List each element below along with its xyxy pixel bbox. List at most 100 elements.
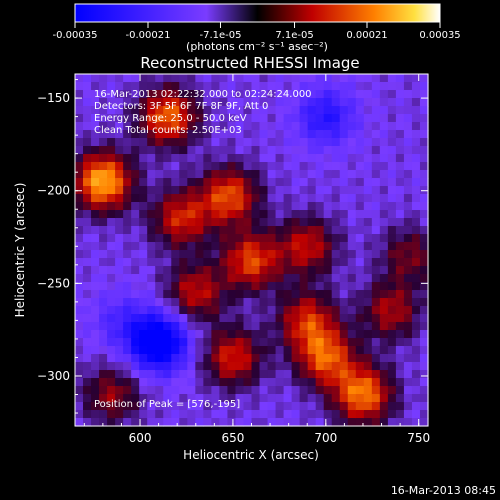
heatmap-cell — [283, 386, 293, 395]
heatmap-cell — [387, 322, 397, 331]
heatmap-cell — [99, 370, 108, 379]
heatmap-cell — [163, 98, 172, 107]
heatmap-cell — [355, 98, 365, 107]
heatmap-cell — [99, 162, 108, 171]
heatmap-cell — [115, 82, 124, 91]
heatmap-cell — [219, 242, 229, 251]
colorbar-tick-label: -7.1e-05 — [199, 30, 241, 41]
heatmap-cell — [99, 170, 108, 179]
heatmap-cell — [131, 298, 140, 307]
heatmap-cell — [123, 162, 132, 171]
heatmap-cell — [163, 402, 172, 411]
heatmap-cell — [387, 90, 397, 99]
heatmap-cell — [419, 322, 429, 331]
heatmap-cell — [99, 114, 108, 123]
heatmap-cell — [403, 298, 413, 307]
heatmap-cell — [339, 330, 349, 339]
heatmap-cell — [267, 170, 277, 179]
heatmap-cell — [251, 362, 261, 371]
heatmap-cell — [227, 138, 237, 147]
heatmap-cell — [211, 90, 221, 99]
heatmap-cell — [363, 178, 373, 187]
heatmap-cell — [331, 250, 341, 259]
heatmap-cell — [99, 186, 108, 195]
heatmap-cell — [107, 154, 116, 163]
heatmap-cell — [315, 170, 325, 179]
heatmap-cell — [411, 394, 421, 403]
heatmap-cell — [139, 130, 148, 139]
heatmap-cell — [315, 194, 325, 203]
heatmap-cell — [171, 114, 180, 123]
heatmap-cell — [347, 162, 357, 171]
heatmap-cell — [83, 170, 92, 179]
heatmap-cell — [131, 218, 140, 227]
heatmap-cell — [395, 250, 405, 259]
heatmap-cell — [275, 74, 285, 83]
heatmap-cell — [283, 402, 293, 411]
heatmap-cell — [235, 418, 245, 427]
heatmap-cell — [355, 154, 365, 163]
heatmap-cell — [339, 370, 349, 379]
heatmap-cell — [75, 146, 84, 155]
heatmap-cell — [331, 306, 341, 315]
heatmap-cell — [355, 346, 365, 355]
heatmap-cell — [347, 322, 357, 331]
heatmap-cell — [131, 170, 140, 179]
heatmap-cell — [387, 170, 397, 179]
heatmap-cell — [387, 234, 397, 243]
heatmap-cell — [291, 162, 301, 171]
heatmap-cell — [235, 178, 245, 187]
heatmap-cell — [411, 314, 421, 323]
heatmap-cell — [147, 170, 156, 179]
heatmap-cell — [275, 82, 285, 91]
heatmap-cell — [355, 338, 365, 347]
heatmap-cell — [227, 178, 237, 187]
heatmap-cell — [251, 250, 261, 259]
heatmap-cell — [379, 370, 389, 379]
heatmap-cell — [163, 178, 172, 187]
heatmap-cell — [403, 322, 413, 331]
heatmap-cell — [267, 98, 277, 107]
heatmap-cell — [147, 154, 156, 163]
heatmap-cell — [299, 226, 309, 235]
heatmap-cell — [347, 306, 357, 315]
heatmap-cell — [379, 130, 389, 139]
heatmap-cell — [171, 250, 180, 259]
heatmap-cell — [395, 410, 405, 419]
heatmap-cell — [235, 90, 245, 99]
heatmap-cell — [339, 130, 349, 139]
heatmap-cell — [299, 370, 309, 379]
heatmap-cell — [323, 330, 333, 339]
heatmap-cell — [371, 306, 381, 315]
heatmap-cell — [107, 250, 116, 259]
heatmap-cell — [291, 370, 301, 379]
heatmap-cell — [275, 114, 285, 123]
heatmap-cell — [195, 386, 204, 395]
heatmap-cell — [99, 226, 108, 235]
heatmap-cell — [219, 226, 229, 235]
heatmap-cell — [355, 258, 365, 267]
heatmap-cell — [403, 258, 413, 267]
heatmap-cell — [395, 122, 405, 131]
heatmap-cell — [307, 322, 317, 331]
heatmap-cell — [363, 82, 373, 91]
heatmap-cell — [195, 274, 204, 283]
heatmap-cell — [131, 266, 140, 275]
heatmap-cell — [179, 98, 188, 107]
heatmap-cell — [243, 234, 253, 243]
heatmap-cell — [203, 410, 212, 419]
heatmap-cell — [379, 90, 389, 99]
heatmap-cell — [403, 74, 413, 83]
heatmap-cell — [347, 378, 357, 387]
heatmap-cell — [123, 170, 132, 179]
heatmap-cell — [155, 418, 164, 427]
heatmap-cell — [291, 218, 301, 227]
heatmap-cell — [163, 330, 172, 339]
heatmap-cell — [379, 154, 389, 163]
heatmap-cell — [355, 370, 365, 379]
heatmap-cell — [115, 234, 124, 243]
heatmap-cell — [219, 338, 229, 347]
heatmap-cell — [283, 234, 293, 243]
heatmap-cell — [363, 394, 373, 403]
heatmap-cell — [275, 146, 285, 155]
